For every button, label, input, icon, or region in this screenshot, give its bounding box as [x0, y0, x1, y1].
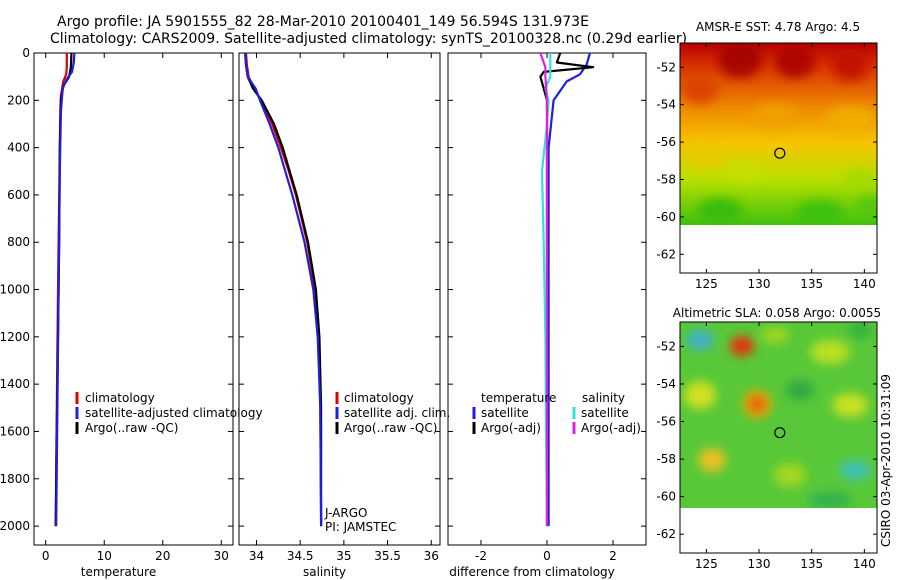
- sst-profile-location-marker: [774, 147, 786, 159]
- map-x-tick-label: 130: [748, 277, 771, 291]
- salinity-annotation: J-ARGO PI: JAMSTEC: [324, 506, 396, 534]
- y-tick-label: 1800: [0, 472, 30, 486]
- x-tick-label: 2: [609, 549, 617, 563]
- plot-frame: [238, 52, 441, 546]
- series-line-blue: [55, 52, 76, 527]
- sst-map-axes: 125 130 135 140 -52 -54 -56 -58 -60 -62: [656, 42, 878, 291]
- sla-map-axes: 125 130 135 140 -52 -54 -56 -58 -60 -62: [656, 321, 878, 571]
- x-axis-label: temperature: [81, 565, 156, 579]
- x-tick-label: 35.5: [374, 549, 401, 563]
- series-line-blue: [244, 52, 323, 527]
- map-x-tick-label: 135: [800, 277, 823, 291]
- map-y-tick-label: -60: [656, 490, 676, 504]
- y-tick-label: 1400: [0, 377, 30, 391]
- y-tick-label: 2000: [0, 519, 30, 533]
- y-tick-label: 1000: [0, 283, 30, 297]
- map-y-tick-label: -52: [656, 339, 676, 353]
- temperature-panel: 0 10 20 30 0 200 400 600 800 1000 1200 1400 1600 1800…: [0, 46, 234, 579]
- y-tick-label: 600: [7, 188, 30, 202]
- map-y-tick-label: -58: [656, 173, 676, 187]
- series-line-magenta: [539, 52, 549, 527]
- temperature-legend: climatology satellite-adjusted climatolo…: [75, 391, 263, 435]
- x-tick-label: 36: [424, 549, 439, 563]
- legend-label: satellite: [481, 406, 529, 420]
- map-y-tick-label: -60: [656, 210, 676, 224]
- map-y-tick-label: -56: [656, 135, 676, 149]
- salinity-panel: 34 34.5 35 35.5 36 salinity: [238, 52, 441, 579]
- map-frame: [679, 321, 878, 554]
- map-frame: [679, 42, 878, 274]
- y-tick-label: 800: [7, 235, 30, 249]
- map-x-tick-label: 125: [695, 277, 718, 291]
- map-y-tick-label: -62: [656, 247, 676, 261]
- x-tick-label: 20: [155, 549, 170, 563]
- sla-map-title: Altimetric SLA: 0.058 Argo: 0.0055: [673, 306, 881, 320]
- project-label: J-ARGO: [324, 506, 367, 520]
- map-y-tick-label: -62: [656, 527, 676, 541]
- x-tick-label: 10: [97, 549, 112, 563]
- sst-map-title: AMSR-E SST: 4.78 Argo: 4.5: [696, 20, 860, 34]
- x-axis-label: salinity: [303, 565, 346, 579]
- series-line-cyan: [540, 53, 552, 527]
- sla-profile-location-marker: [774, 427, 786, 439]
- y-tick-label: 1600: [0, 424, 30, 438]
- legend-label: climatology: [85, 391, 155, 405]
- sst-field: [680, 43, 877, 225]
- figure-title-line1: Argo profile: JA 5901555_82 28-Mar-2010 …: [57, 14, 589, 30]
- pi-label: PI: JAMSTEC: [325, 520, 396, 534]
- y-tick-label: 0: [22, 46, 30, 60]
- legend-label: satellite-adjusted climatology: [85, 406, 263, 420]
- map-y-tick-label: -56: [656, 415, 676, 429]
- y-tick-label: 200: [7, 93, 30, 107]
- legend-label: Argo(-adj): [581, 421, 641, 435]
- y-tick-label: 400: [7, 141, 30, 155]
- x-tick-label: -2: [475, 549, 487, 563]
- map-y-tick-label: -54: [656, 98, 676, 112]
- map-y-tick-label: -58: [656, 452, 676, 466]
- series-line-black: [244, 52, 323, 527]
- legend-label: satellite: [581, 406, 629, 420]
- x-tick-label: 0: [543, 549, 551, 563]
- legend-label: Argo(..raw -QC): [85, 421, 178, 435]
- sla-field: [680, 322, 877, 508]
- sst-map: 125 130 135 140 -52 -54 -56 -58 -60 -62: [656, 42, 878, 291]
- sla-map: 125 130 135 140 -52 -54 -56 -58 -60 -62: [656, 321, 878, 571]
- legend-header-temperature: temperature: [481, 391, 556, 405]
- x-tick-label: 0: [42, 549, 50, 563]
- x-tick-label: 34.5: [287, 549, 314, 563]
- credit-text: CSIRO 03-Apr-2010 10:31:09: [879, 374, 893, 547]
- difference-legend: temperature salinity satellite Argo(-adj…: [472, 391, 641, 435]
- series-line-red: [244, 52, 323, 527]
- x-axis-label: difference from climatology: [449, 565, 615, 579]
- map-x-tick-label: 125: [695, 557, 718, 571]
- legend-label: climatology: [344, 391, 414, 405]
- map-x-tick-label: 140: [853, 277, 876, 291]
- map-x-tick-label: 140: [853, 557, 876, 571]
- figure-title-line2: Climatology: CARS2009. Satellite-adjuste…: [50, 31, 687, 47]
- map-y-tick-label: -54: [656, 377, 676, 391]
- map-y-tick-label: -52: [656, 60, 676, 74]
- salinity-legend: climatology satellite adj. clim. Argo(..…: [335, 391, 450, 435]
- series-line-blue: [547, 52, 591, 527]
- map-x-tick-label: 135: [800, 557, 823, 571]
- legend-header-salinity: salinity: [582, 391, 625, 405]
- map-x-tick-label: 130: [748, 557, 771, 571]
- x-tick-label: 35: [336, 549, 351, 563]
- plot-frame: [33, 52, 234, 546]
- x-tick-label: 34: [249, 549, 264, 563]
- x-tick-label: 30: [214, 549, 229, 563]
- legend-label: satellite adj. clim.: [344, 406, 450, 420]
- difference-panel: -2 0 2 difference from climatology: [447, 52, 647, 579]
- legend-label: Argo(..raw -QC): [344, 421, 437, 435]
- legend-label: Argo(-adj): [481, 421, 541, 435]
- y-tick-label: 1200: [0, 330, 30, 344]
